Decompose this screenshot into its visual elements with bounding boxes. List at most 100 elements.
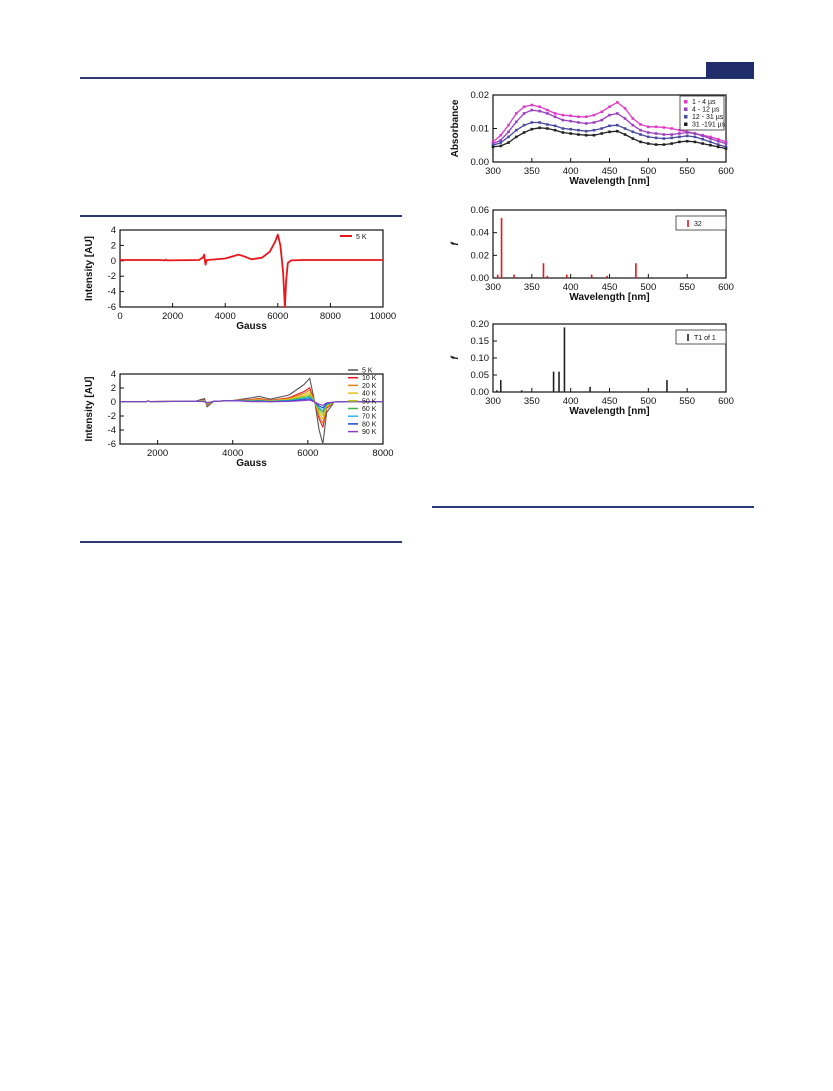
data-point <box>670 127 673 130</box>
data-point <box>546 108 549 112</box>
series-line <box>120 387 383 428</box>
plot-frame <box>119 373 384 445</box>
x-axis-label: Gauss <box>236 321 267 332</box>
legend-label: 80 K <box>362 421 377 428</box>
data-point <box>515 120 518 124</box>
legend-swatch <box>684 122 688 126</box>
x-tick-label: 6000 <box>297 448 318 459</box>
y-axis-label: f <box>450 355 461 360</box>
y-tick-label: 0.02 <box>471 90 490 101</box>
data-point <box>499 133 503 137</box>
data-point <box>538 109 541 113</box>
x-tick-label: 400 <box>563 396 579 407</box>
data-point <box>724 145 728 149</box>
data-point <box>569 127 572 131</box>
data-point <box>546 123 549 126</box>
legend-label: 70 K <box>362 414 377 421</box>
data-point <box>522 131 526 134</box>
data-point <box>709 140 712 144</box>
data-point <box>608 105 611 109</box>
data-point <box>553 115 557 119</box>
data-point <box>553 128 557 132</box>
data-point <box>592 128 596 132</box>
data-point <box>724 140 728 144</box>
legend-label: 32 <box>694 221 702 228</box>
x-tick-label: 2000 <box>162 311 183 322</box>
data-point <box>530 127 534 131</box>
data-point <box>507 130 510 134</box>
data-point <box>639 140 642 144</box>
data-point <box>600 127 604 130</box>
data-point <box>491 140 495 144</box>
x-tick-label: 8000 <box>372 448 393 459</box>
series-line <box>120 377 383 445</box>
data-point <box>654 136 658 140</box>
data-point <box>546 112 549 115</box>
data-point <box>569 114 572 118</box>
data-point <box>584 133 588 137</box>
data-point <box>631 117 635 120</box>
data-point <box>678 132 681 135</box>
data-point <box>530 103 534 107</box>
data-point <box>592 133 596 137</box>
y-tick-label: 0.04 <box>471 228 490 239</box>
data-point <box>491 143 495 147</box>
legend-label: 40 K <box>362 391 377 398</box>
data-point <box>662 126 666 129</box>
x-tick-label: 4000 <box>222 448 243 459</box>
data-point <box>685 131 689 134</box>
tas-group: 300 350 400 450 500 550 600 0.00 0.01 0.02 Wavelen… <box>450 90 734 187</box>
data-point <box>584 122 588 125</box>
section-rule-right <box>432 506 754 508</box>
data-point <box>670 133 673 136</box>
data-point <box>647 131 650 134</box>
legend-swatch <box>684 115 688 119</box>
data-point <box>530 121 534 124</box>
legend-label: 5 K <box>362 368 373 375</box>
data-point <box>522 105 526 109</box>
legend-label: 50 K <box>362 398 377 405</box>
data-point <box>577 128 580 132</box>
y-tick-label: -6 <box>108 302 116 313</box>
x-tick-label: 0 <box>117 311 122 322</box>
data-point <box>701 137 704 141</box>
data-point <box>623 117 627 120</box>
data-point <box>701 142 704 145</box>
data-point <box>654 132 658 135</box>
data-point <box>569 132 572 135</box>
data-point <box>693 135 697 139</box>
data-point <box>592 121 596 124</box>
header-rule <box>80 77 754 79</box>
legend-label: 20 K <box>362 383 377 390</box>
legend-label: 31 -191 µs <box>692 122 726 129</box>
data-point <box>522 123 526 127</box>
data-point <box>569 119 572 123</box>
data-point <box>623 127 627 130</box>
y-tick-label: 0.00 <box>471 273 490 284</box>
data-point <box>608 130 611 134</box>
data-point <box>577 133 580 136</box>
data-point <box>608 113 611 117</box>
x-tick-label: 450 <box>602 282 618 293</box>
stick2-group: 300 350 400 450 500 550 600 0.00 0.05 0.10 0.15 0.2… <box>450 319 734 417</box>
data-point <box>662 133 666 136</box>
y-tick-label: 0.05 <box>471 370 490 381</box>
x-axis-label: Gauss <box>236 458 267 469</box>
y-tick-label: 2 <box>111 383 116 394</box>
data-point <box>654 125 658 129</box>
y-tick-label: 4 <box>111 225 116 236</box>
data-point <box>662 137 666 140</box>
x-tick-label: 350 <box>524 282 540 293</box>
data-point <box>584 129 588 133</box>
y-axis-label: f <box>450 241 461 246</box>
x-tick-label: 6000 <box>267 311 288 322</box>
data-point <box>561 131 565 134</box>
data-point <box>670 136 673 140</box>
y-tick-label: -6 <box>108 439 116 450</box>
data-point <box>623 107 627 110</box>
x-tick-label: 550 <box>679 166 695 177</box>
data-point <box>709 143 712 147</box>
header-page-tab <box>706 62 754 78</box>
y-tick-label: 0.10 <box>471 353 490 364</box>
y-tick-label: 0.00 <box>471 387 490 398</box>
